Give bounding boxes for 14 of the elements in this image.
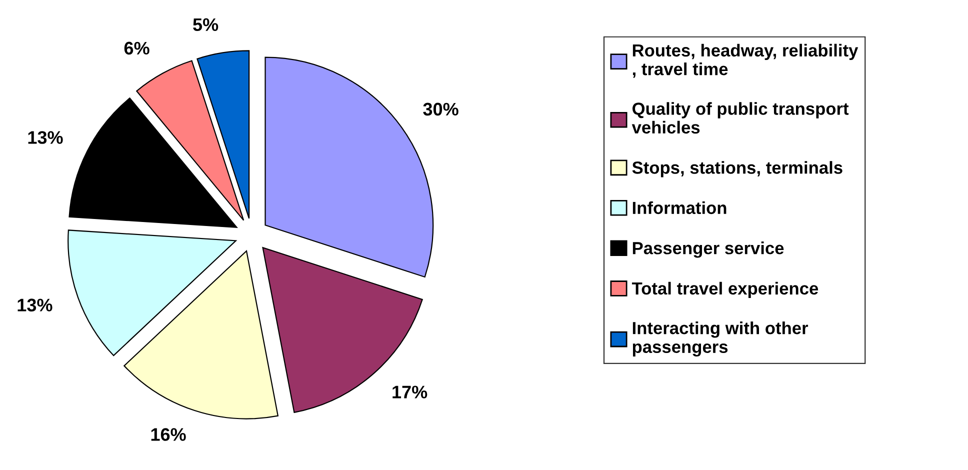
data-label: 30% (423, 102, 458, 116)
legend-label: Interacting with other passengers (632, 321, 808, 357)
data-label: 6% (124, 42, 150, 55)
legend-label: Stops, stations, terminals (632, 161, 842, 178)
data-label: 13% (18, 298, 52, 312)
data-label: 13% (28, 131, 63, 144)
data-label: 5% (193, 18, 218, 32)
legend-label: Information (632, 201, 726, 214)
data-label: 16% (151, 428, 186, 441)
legend-label: Total travel experience (632, 282, 818, 298)
legend-label: Quality of public transport vehicles (632, 102, 849, 134)
legend-label: Passenger service (632, 242, 784, 258)
legend-label: Routes, headway, reliability , travel time (632, 44, 858, 78)
data-label: 17% (392, 386, 428, 398)
